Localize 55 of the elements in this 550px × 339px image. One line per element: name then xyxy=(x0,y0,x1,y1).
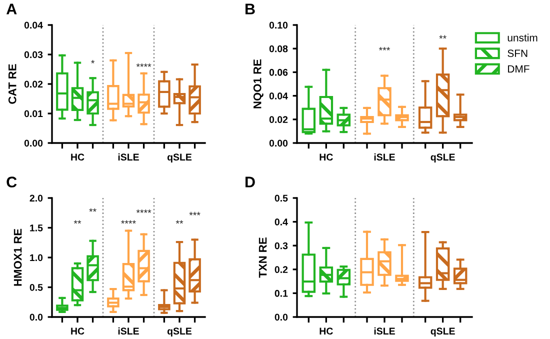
annotation: *** xyxy=(189,212,200,216)
y-tick-label: 0.1 xyxy=(274,290,288,297)
annotation: ** xyxy=(439,35,446,39)
chart-title: B xyxy=(246,4,255,14)
chart-title: A xyxy=(6,4,17,14)
chart-title: D xyxy=(246,176,255,188)
y-tick-label: 0.00 xyxy=(24,140,43,147)
annotation: ** xyxy=(176,220,184,224)
y-axis-title: HMOX1 RE xyxy=(14,228,22,286)
chart-title: C xyxy=(6,176,17,188)
y-tick-label: 0.5 xyxy=(30,284,43,291)
y-tick-label: 0.3 xyxy=(274,242,288,250)
y-tick-label: 0.04 xyxy=(269,92,288,100)
annotation: **** xyxy=(136,210,152,213)
annotation: * xyxy=(91,60,95,64)
y-tick-label: 0.04 xyxy=(24,22,43,29)
y-tick-label: 2.0 xyxy=(30,194,43,202)
x-tick-label: HC xyxy=(71,328,84,335)
legend-label: unstim xyxy=(508,34,538,42)
y-tick-label: 0.5 xyxy=(274,194,288,202)
annotation: ** xyxy=(89,208,96,212)
x-tick-label: iSLE xyxy=(374,327,395,335)
y-tick-label: 0.10 xyxy=(269,22,288,29)
legend-label: DMF xyxy=(508,65,530,73)
y-axis-title: TXN RE xyxy=(258,238,267,278)
y-axis-title: NQO1 RE xyxy=(253,59,264,108)
x-tick-label: qSLE xyxy=(430,328,455,336)
annotation: **** xyxy=(121,220,136,224)
y-tick-label: 0.08 xyxy=(269,45,288,52)
y-tick-label: 0.02 xyxy=(24,80,43,88)
y-tick-label: 1.0 xyxy=(30,254,43,262)
x-tick-label: qSLE xyxy=(430,154,455,162)
annotation: *** xyxy=(378,46,390,50)
y-tick-label: 0.06 xyxy=(269,68,288,76)
annotation: ** xyxy=(74,220,82,224)
x-tick-label: HC xyxy=(320,154,333,161)
y-tick-label: 0.4 xyxy=(274,218,288,226)
y-tick-label: 0.00 xyxy=(269,140,288,147)
y-tick-label: 0.01 xyxy=(24,110,43,118)
x-tick-label: HC xyxy=(71,154,84,161)
annotation: **** xyxy=(136,63,152,67)
y-axis-title: CAT RE xyxy=(8,64,16,104)
x-tick-label: HC xyxy=(320,328,333,335)
y-tick-label: 1.5 xyxy=(30,224,43,232)
x-tick-label: iSLE xyxy=(118,327,139,335)
legend-label: SFN xyxy=(508,50,528,58)
y-tick-label: 0.02 xyxy=(269,116,288,124)
x-tick-label: iSLE xyxy=(118,153,139,161)
y-tick-label: 0.2 xyxy=(274,266,288,274)
x-tick-label: qSLE xyxy=(167,154,192,162)
x-tick-label: iSLE xyxy=(374,153,395,161)
y-tick-label: 0.0 xyxy=(274,314,288,321)
y-tick-label: 0.0 xyxy=(30,314,43,321)
x-tick-label: qSLE xyxy=(167,328,192,336)
y-tick-label: 0.03 xyxy=(24,51,43,58)
